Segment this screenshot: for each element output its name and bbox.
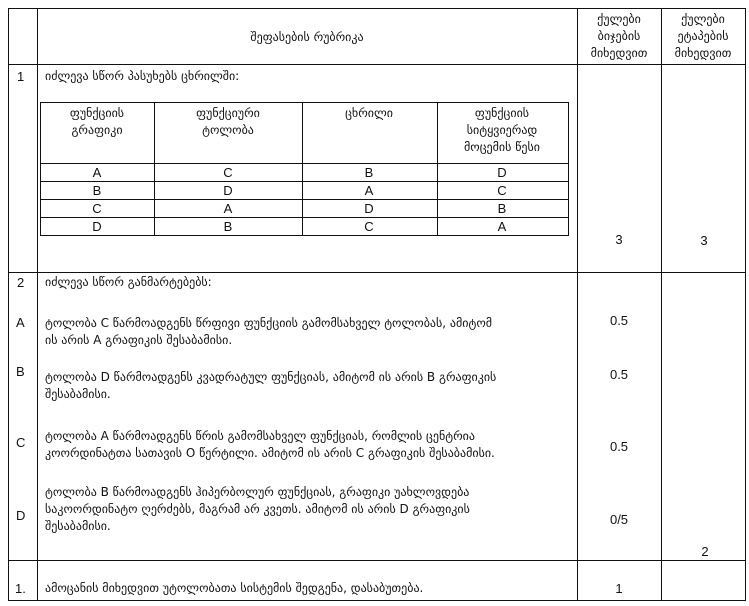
cell: D <box>364 201 374 216</box>
row-number: 1 <box>17 69 25 84</box>
inner-header: მოცემის წესი <box>463 140 541 154</box>
cell: C <box>223 165 233 180</box>
inner-line <box>40 181 569 182</box>
inner-header: ცხრილი <box>345 106 393 120</box>
cell: B <box>92 183 102 198</box>
item-score: 0/5 <box>609 512 629 527</box>
inner-line <box>40 235 569 236</box>
inner-header: გრაფიკი <box>71 123 123 137</box>
table-border-bottom <box>8 600 746 601</box>
row-number: 2 <box>17 275 25 290</box>
item-text: ტოლობა D წარმოადგენს კვადრატულ ფუნქციას,… <box>45 370 497 384</box>
inner-header: ფუნქციის <box>474 106 530 120</box>
cell: A <box>92 165 102 180</box>
header-stages-line2: ეტაპების <box>677 29 729 43</box>
score-steps: 1 <box>615 581 623 596</box>
item-text: საკოორდინატო ღერძებს, მაგრამ არ კვეთს. ა… <box>45 502 470 516</box>
item-text: კოორდინატთა სათავის O წერტილი. ამიტომ ის… <box>45 446 495 460</box>
item-text: ტოლობა B წარმოადგენს ჰიპერბოლურ ფუნქციას… <box>45 485 470 499</box>
inner-line <box>154 102 155 236</box>
cell: C <box>92 201 102 216</box>
col-divider <box>577 8 578 601</box>
cell: C <box>497 183 507 198</box>
row2-intro: იძლევა სწორ განმარტებებს: <box>45 275 212 289</box>
inner-header: ფუნქციის <box>69 106 125 120</box>
row-number: 1. <box>15 581 26 596</box>
cell: D <box>497 165 507 180</box>
header-stages-line1: ქულები <box>681 12 725 26</box>
header-stages-line3: მიხედვით <box>674 46 732 60</box>
cell: A <box>223 201 233 216</box>
col-divider <box>37 8 38 601</box>
score-stages: 2 <box>701 544 709 559</box>
row-divider <box>8 64 746 65</box>
item-label: C <box>16 435 26 450</box>
cell: D <box>223 183 233 198</box>
header-steps-line3: მიხედვით <box>590 46 648 60</box>
inner-line <box>302 102 303 236</box>
inner-line <box>568 102 569 236</box>
item-text: ტოლობა A წარმოადგენს წრის გამომსახველ ფუ… <box>45 429 475 443</box>
col-divider <box>8 8 9 601</box>
header-steps-line2: ბიჯების <box>597 29 641 43</box>
inner-line <box>40 163 569 164</box>
row-divider <box>8 560 746 561</box>
item-text: ის არის A გრაფიკის შესაბამისი. <box>45 333 233 347</box>
col-divider <box>745 8 746 601</box>
cell: A <box>364 183 374 198</box>
score-steps: 3 <box>615 232 623 247</box>
header-steps-line1: ქულები <box>597 12 641 26</box>
item-score: 0.5 <box>609 313 629 328</box>
cell: B <box>223 219 233 234</box>
inner-line <box>437 102 438 236</box>
row-divider <box>8 272 746 273</box>
inner-header: ფუნქციური <box>196 106 260 120</box>
cell: B <box>497 201 507 216</box>
item-label: B <box>16 364 25 379</box>
inner-line <box>40 102 41 236</box>
score-stages: 3 <box>700 233 708 248</box>
inner-line <box>40 102 569 103</box>
inner-header: ტოლობა <box>202 123 254 137</box>
item-text: შესაბამისი. <box>45 519 111 533</box>
inner-line <box>40 199 569 200</box>
inner-header: სიტყვიერად <box>466 123 538 137</box>
inner-line <box>40 217 569 218</box>
rubric-title: შეფასების რუბრიკა <box>250 30 364 44</box>
row3-text: ამოცანის მიხედვით უტოლობათა სისტემის შედ… <box>45 581 424 595</box>
cell: C <box>364 219 374 234</box>
item-score: 0.5 <box>609 367 629 382</box>
table-border-top <box>8 8 746 9</box>
row1-intro: იძლევა სწორ პასუხებს ცხრილში: <box>45 69 240 83</box>
item-label: A <box>16 315 25 330</box>
item-text: ტოლობა C წარმოადგენს წრფივი ფუნქციის გამ… <box>45 316 493 330</box>
item-text: შესაბამისი. <box>45 387 111 401</box>
cell: D <box>92 219 102 234</box>
cell: A <box>497 219 507 234</box>
col-divider <box>661 8 662 601</box>
cell: B <box>364 165 374 180</box>
item-label: D <box>16 508 26 523</box>
item-score: 0.5 <box>609 439 629 454</box>
